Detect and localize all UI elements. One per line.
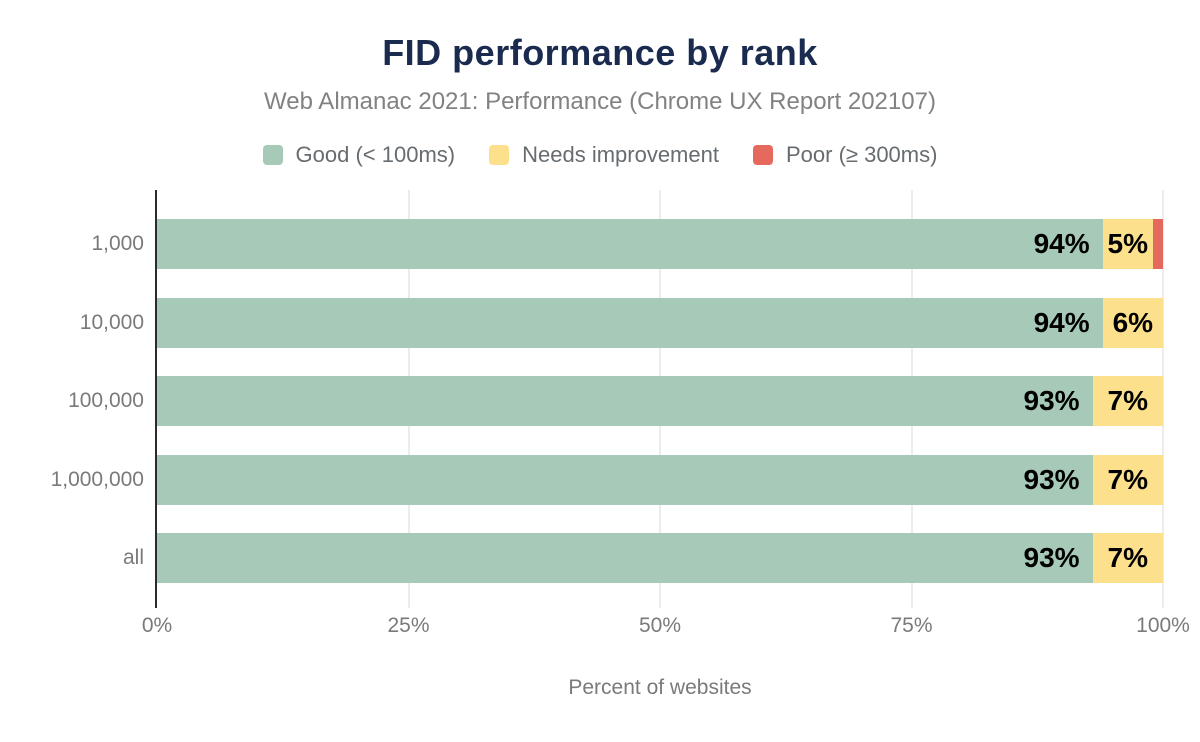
legend-label-needs-improvement: Needs improvement: [522, 142, 719, 167]
bar-segment-needs-improvement: 6%: [1102, 297, 1163, 348]
y-axis-label: all: [122, 546, 144, 569]
x-tick-label: 75%: [890, 614, 933, 637]
y-axis-line: [155, 190, 157, 608]
legend-item-needs-improvement: Needs improvement: [489, 142, 719, 168]
plot-area: 1,000 94% 5% 10,000 94% 6% 100,000 93% 7% 1,000,0…: [0, 190, 1200, 608]
bar-segment-good: 93%: [157, 533, 1093, 583]
data-label: 94%: [1033, 306, 1090, 338]
data-label: 93%: [1023, 463, 1080, 495]
chart-subtitle: Web Almanac 2021: Performance (Chrome UX…: [264, 88, 936, 115]
bar-segment-needs-improvement: 7%: [1092, 376, 1163, 426]
x-tick-label: 100%: [1136, 614, 1190, 637]
legend: Good (< 100ms) Needs improvement Poor (≥ 3…: [0, 142, 1200, 168]
bar-row: all 93% 7%: [123, 533, 1163, 583]
gridline: [1162, 190, 1164, 608]
legend-swatch-good-icon: [262, 145, 283, 165]
bar-segment-good: 94%: [157, 297, 1103, 348]
legend-swatch-poor-icon: [752, 145, 773, 165]
x-tick-label: 0%: [141, 614, 173, 637]
legend-label-good: Good (< 100ms): [295, 142, 456, 167]
data-label: 93%: [1023, 542, 1080, 573]
bar-segment-poor: [1152, 219, 1163, 269]
legend-item-good: Good (< 100ms): [262, 142, 456, 168]
data-label: 93%: [1023, 385, 1080, 416]
y-axis-label: 1,000,000: [50, 467, 144, 491]
bar-row: 10,000 94% 6%: [80, 297, 1163, 348]
x-tick-label: 25%: [387, 614, 430, 637]
bar-row: 1,000,000 93% 7%: [51, 454, 1163, 505]
bar-segment-needs-improvement: 7%: [1092, 454, 1163, 505]
data-label: 7%: [1107, 385, 1149, 416]
bar-segment-good: 93%: [157, 454, 1093, 505]
bar-segment-good: 94%: [157, 219, 1103, 269]
bar-segment-good: 93%: [157, 376, 1093, 426]
y-axis-label: 100,000: [68, 389, 144, 412]
bar-segment-needs-improvement: 5%: [1102, 219, 1153, 269]
bar-segment-needs-improvement: 7%: [1092, 533, 1163, 583]
x-axis-title: Percent of websites: [568, 676, 752, 699]
bar-rows: 1,000 94% 5% 10,000 94% 6% 100,000 93% 7% 1,000,0…: [51, 190, 1163, 608]
legend-swatch-needs-improvement-icon: [489, 145, 510, 165]
legend-item-poor: Poor (≥ 300ms): [752, 142, 938, 168]
data-label: 7%: [1107, 463, 1149, 495]
data-label: 7%: [1107, 542, 1149, 573]
bar-row: 100,000 93% 7%: [68, 376, 1163, 426]
y-axis-label: 1,000: [91, 232, 144, 255]
legend-label-poor: Poor (≥ 300ms): [785, 142, 938, 167]
data-label: 6%: [1112, 306, 1154, 338]
y-axis-label: 10,000: [79, 310, 144, 334]
x-axis-ticks: 0% 25% 50% 75% 100%: [0, 614, 1200, 642]
bar-row: 1,000 94% 5%: [91, 219, 1163, 269]
chart-title: FID performance by rank: [382, 32, 818, 73]
data-label: 94%: [1033, 228, 1090, 259]
x-tick-label: 50%: [638, 614, 682, 637]
data-label: 5%: [1107, 228, 1148, 259]
